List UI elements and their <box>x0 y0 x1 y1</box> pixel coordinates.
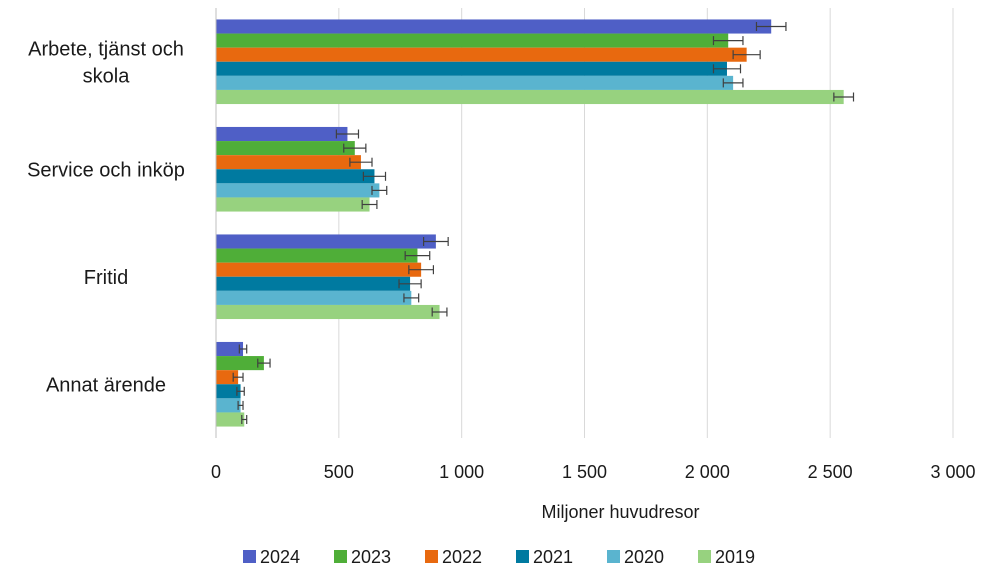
bar-2024 <box>216 19 772 34</box>
error-bar-2023 <box>404 251 431 261</box>
legend-swatch <box>334 550 347 563</box>
bar-2021 <box>216 384 241 399</box>
category-label: Annat ärende <box>46 374 166 396</box>
x-tick-label: 0 <box>211 462 221 482</box>
error-bar-2019 <box>833 92 855 102</box>
category-label: Fritid <box>84 267 128 289</box>
legend-swatch <box>516 550 529 563</box>
category-labels: Arbete, tjänst och skola Service och inköp… <box>27 38 185 396</box>
legend-item-2024: 2024 <box>243 547 300 567</box>
error-bar-2019 <box>361 200 378 209</box>
legend-label: 2020 <box>624 547 664 567</box>
error-bar-2024 <box>755 22 787 31</box>
legend-label: 2024 <box>260 547 300 567</box>
error-bar-2021 <box>362 171 387 181</box>
bar-2021 <box>216 276 411 291</box>
error-bar-2021 <box>712 64 742 74</box>
legend-item-2019: 2019 <box>698 547 755 567</box>
bar-2019 <box>216 304 440 320</box>
bar-2022 <box>216 370 239 385</box>
bar-2020 <box>216 183 380 198</box>
error-bar-2022 <box>232 372 244 382</box>
legend: 2024 2023 2022 2021 2020 2019 <box>243 547 755 567</box>
bar-2022 <box>216 47 747 62</box>
error-bar-2020 <box>403 293 420 303</box>
error-bar-2020 <box>237 400 244 410</box>
bar-2023 <box>216 248 418 263</box>
legend-item-2022: 2022 <box>425 547 482 567</box>
x-tick-labels: 0 500 1 000 1 500 2 000 2 500 3 000 <box>211 462 976 482</box>
error-bar-2024 <box>335 129 360 139</box>
error-bar-2020 <box>722 78 744 88</box>
x-tick-label: 2 500 <box>808 462 853 482</box>
legend-item-2021: 2021 <box>516 547 573 567</box>
error-bar-2022 <box>408 265 435 275</box>
bars <box>216 19 844 427</box>
bar-2023 <box>216 33 729 48</box>
x-tick-label: 2 000 <box>685 462 730 482</box>
bar-2019 <box>216 89 844 105</box>
error-bars <box>232 22 855 424</box>
error-bar-2024 <box>422 237 449 246</box>
bar-2024 <box>216 234 436 249</box>
legend-label: 2023 <box>351 547 391 567</box>
bar-2020 <box>216 398 241 413</box>
bar-2019 <box>216 197 370 212</box>
error-bar-2021 <box>236 386 245 396</box>
error-bar-2023 <box>712 36 744 46</box>
bar-2022 <box>216 155 361 170</box>
bar-2024 <box>216 126 348 142</box>
error-bar-2024 <box>238 344 248 354</box>
legend-swatch <box>607 550 620 563</box>
legend-label: 2022 <box>442 547 482 567</box>
error-bar-2019 <box>241 415 248 424</box>
legend-swatch <box>425 550 438 563</box>
error-bar-2022 <box>732 50 761 60</box>
legend-swatch <box>243 550 256 563</box>
error-bar-2021 <box>398 279 422 289</box>
legend-label: 2019 <box>715 547 755 567</box>
legend-swatch <box>698 550 711 563</box>
bar-2019 <box>216 412 245 427</box>
bar-2024 <box>216 341 244 357</box>
x-axis-title: Miljoner huvudresor <box>541 502 699 522</box>
x-tick-label: 1 000 <box>439 462 484 482</box>
error-bar-2020 <box>371 185 388 195</box>
x-tick-label: 3 000 <box>930 462 975 482</box>
bar-2023 <box>216 356 264 371</box>
error-bar-2023 <box>257 358 271 368</box>
bar-2022 <box>216 262 422 277</box>
error-bar-2019 <box>431 307 448 317</box>
category-label: Service och inköp <box>27 159 185 181</box>
error-bar-2022 <box>349 157 373 167</box>
legend-item-2023: 2023 <box>334 547 391 567</box>
bar-2023 <box>216 141 355 156</box>
x-tick-label: 500 <box>324 462 354 482</box>
x-tick-label: 1 500 <box>562 462 607 482</box>
bar-2021 <box>216 169 375 184</box>
bar-2020 <box>216 290 412 305</box>
legend-label: 2021 <box>533 547 573 567</box>
bar-2021 <box>216 61 727 76</box>
bar-2020 <box>216 75 734 90</box>
category-label: Arbete, tjänst och skola <box>28 38 184 87</box>
error-bar-2023 <box>343 143 367 153</box>
legend-item-2020: 2020 <box>607 547 664 567</box>
